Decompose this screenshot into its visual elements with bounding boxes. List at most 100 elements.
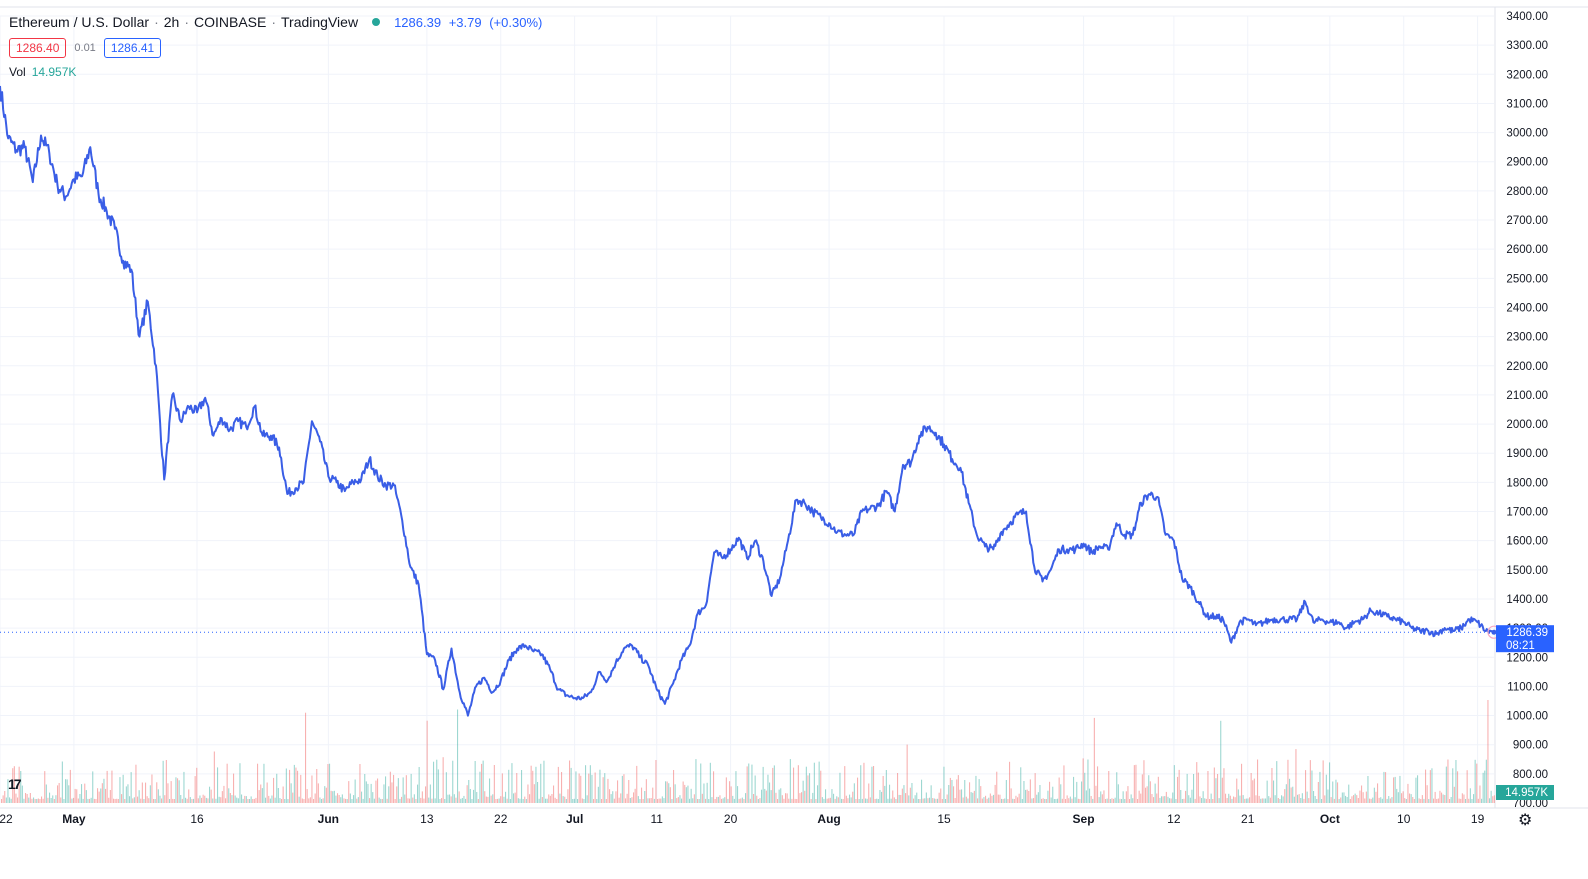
volume-bar: [57, 785, 59, 803]
market-status-icon[interactable]: [372, 18, 381, 26]
volume-bar: [623, 774, 625, 803]
symbol-name[interactable]: Ethereum / U.S. Dollar: [9, 14, 150, 30]
volume-tag: [1496, 785, 1554, 800]
volume-bar: [1029, 779, 1031, 803]
volume-bar: [369, 798, 371, 803]
volume-bar: [316, 769, 318, 803]
legend-separator: ·: [154, 14, 159, 30]
volume-bar: [729, 781, 731, 803]
volume-bar: [188, 789, 190, 803]
volume-bar: [629, 798, 631, 803]
gear-icon[interactable]: ⚙: [1518, 812, 1533, 829]
volume-bar: [101, 783, 103, 803]
volume-bar: [2, 795, 4, 803]
y-tick-label: 1100.00: [1507, 681, 1548, 693]
tradingview-logo-icon[interactable]: 17: [8, 776, 22, 792]
volume-bar: [106, 770, 108, 803]
volume-bar: [841, 798, 843, 803]
volume-bar: [1316, 799, 1318, 803]
volume-bar: [490, 795, 492, 803]
volume-bar: [1169, 798, 1171, 803]
volume-bar: [354, 779, 356, 803]
volume-bar: [583, 799, 585, 803]
volume-bar: [449, 794, 451, 803]
volume-bar: [517, 798, 519, 803]
volume-bar: [594, 772, 596, 803]
volume-bar: [277, 788, 279, 803]
volume-bar: [881, 791, 883, 803]
volume-bar: [1141, 774, 1143, 803]
volume-bar: [1133, 765, 1135, 803]
volume-bar: [837, 797, 839, 803]
volume-bar: [501, 773, 503, 803]
y-tick-label: 3100.00: [1506, 98, 1548, 110]
volume-bar: [351, 799, 353, 803]
volume-bar: [396, 786, 398, 803]
volume-bar: [797, 765, 799, 803]
volume-bar: [929, 797, 931, 803]
volume-bar: [332, 791, 334, 803]
volume-bar: [388, 786, 390, 803]
interval-label[interactable]: 2h: [163, 14, 180, 30]
volume-bar: [337, 793, 339, 803]
volume-bar: [380, 798, 382, 803]
bid-price[interactable]: 1286.40: [9, 38, 67, 58]
volume-bar: [533, 784, 535, 803]
volume-bar: [1081, 781, 1083, 803]
volume-bar: [615, 791, 617, 803]
volume-bar: [162, 760, 164, 803]
volume-bar: [1277, 798, 1279, 803]
volume-bar: [1233, 796, 1235, 803]
volume-bar: [1045, 799, 1047, 803]
volume-bar: [1066, 795, 1068, 803]
price-axis[interactable]: 3400.00 3300.00 3200.00 3100.00 3000.00 2900.…: [1506, 11, 1548, 810]
volume-bar: [273, 777, 275, 803]
volume-bar: [461, 798, 463, 803]
volume-bar: [425, 786, 427, 803]
volume-bar: [620, 793, 622, 803]
volume-bar: [641, 787, 643, 803]
volume-bar: [1333, 798, 1335, 803]
volume-bar: [977, 798, 979, 803]
volume-bar: [514, 792, 516, 803]
volume-bar: [317, 783, 319, 803]
volume-bar: [961, 789, 963, 803]
volume-bar: [905, 793, 907, 803]
symbol-legend[interactable]: Ethereum / U.S. Dollar · 2h · COINBASE ·…: [9, 14, 546, 30]
volume-bar: [244, 795, 246, 803]
volume-bar: [551, 794, 553, 803]
volume-bar: [964, 780, 966, 803]
volume-bar: [73, 797, 75, 803]
volume-bar: [466, 785, 468, 803]
price-line[interactable]: [0, 85, 1495, 717]
volume-bar: [13, 766, 15, 803]
volume-bar: [1471, 799, 1473, 803]
volume-bar: [292, 792, 294, 803]
ask-price[interactable]: 1286.41: [103, 38, 162, 58]
time-axis[interactable]: 22 May 16 Jun 13 22 Jul 11 20 Aug 15 Sep 12 21 Oct 10 19: [0, 812, 1485, 826]
volume-bar: [812, 792, 814, 803]
volume-bar: [749, 798, 751, 803]
volume-bar: [665, 781, 667, 803]
volume-bar: [946, 794, 948, 803]
volume-bar: [125, 786, 127, 803]
volume-bar: [469, 789, 471, 803]
volume-bar: [735, 771, 737, 803]
volume-bar: [1021, 799, 1023, 803]
volume-bar: [1157, 776, 1159, 803]
volume-bar: [172, 798, 174, 803]
x-tick-label: Sep: [1073, 812, 1095, 826]
x-tick-label: Jul: [566, 812, 583, 826]
volume-bar: [847, 798, 849, 803]
volume-bar: [788, 798, 790, 803]
volume-bar: [1329, 762, 1331, 803]
volume-legend[interactable]: Vol 14.957K: [9, 65, 76, 79]
volume-bar: [732, 795, 734, 803]
volume-bar: [1284, 789, 1286, 803]
volume-bar: [1348, 784, 1350, 803]
volume-bar: [556, 799, 558, 803]
volume-bar: [962, 797, 964, 803]
volume-bar: [684, 784, 686, 803]
